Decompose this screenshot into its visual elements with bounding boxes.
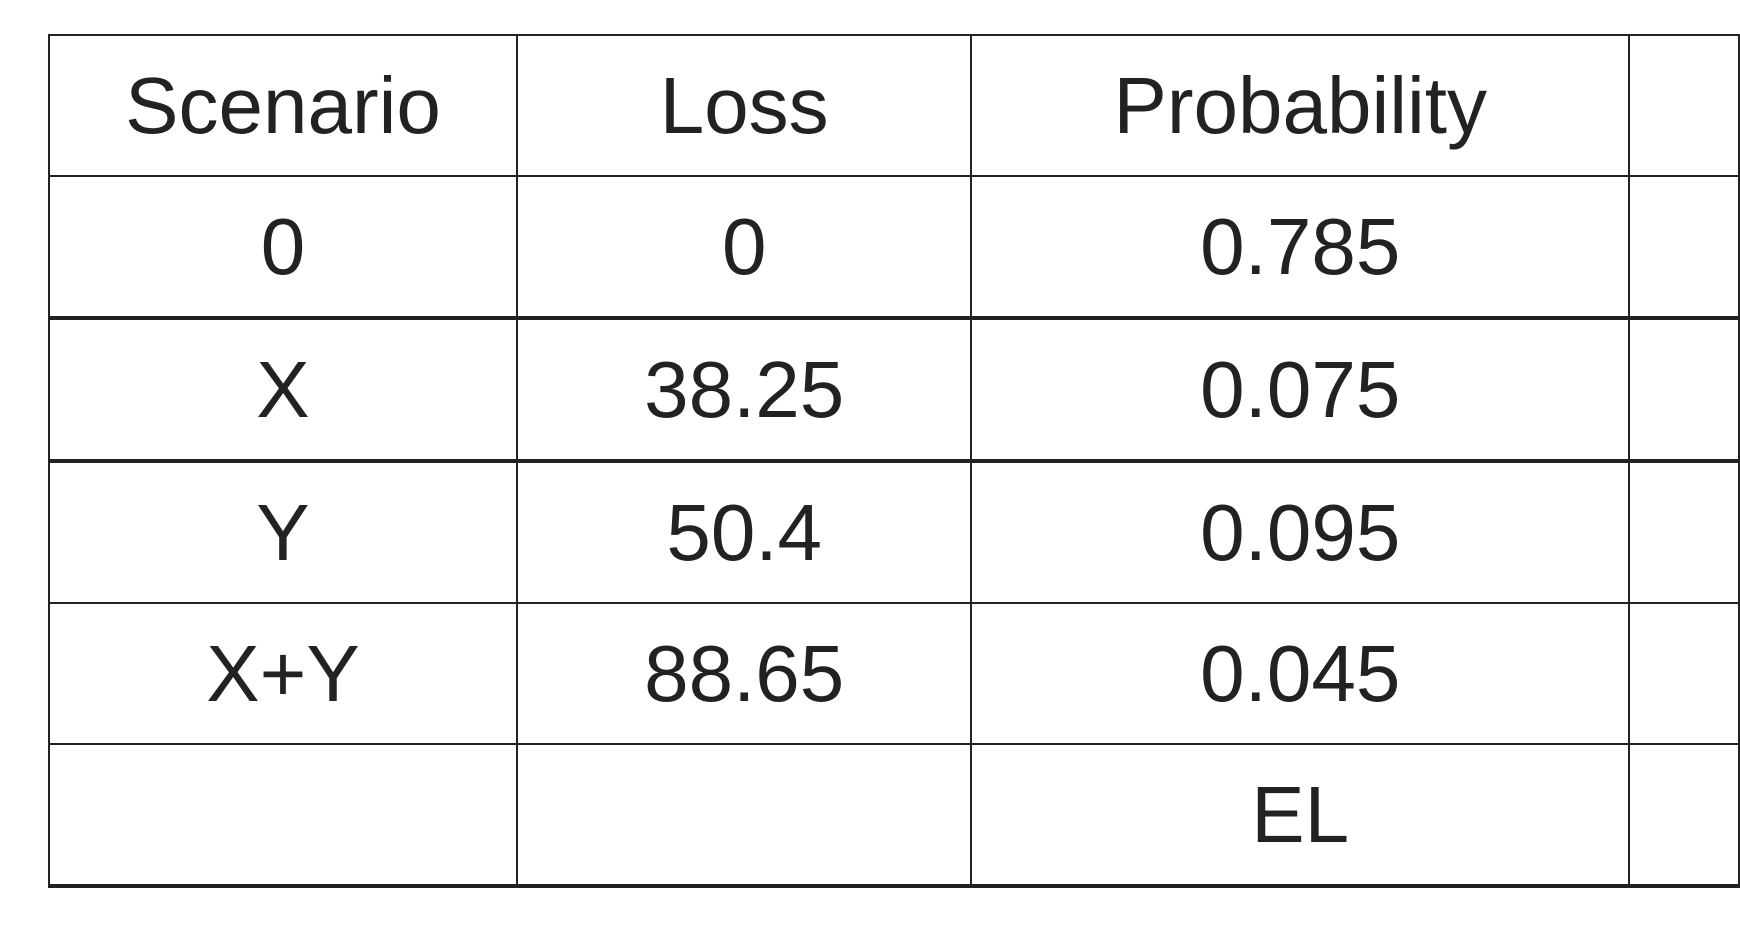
cell-probability: 0.045 [970, 602, 1631, 745]
cell-cut-off [1628, 459, 1740, 604]
cell-scenario: X [48, 316, 518, 462]
table-row: 0 0 0.785 [48, 175, 1740, 319]
table-header-row: Scenario Loss Probability [48, 34, 1740, 177]
scenario-loss-table-container: Scenario Loss Probability 0 0 0.785 X 38… [48, 34, 1740, 888]
cell-loss: 50.4 [515, 459, 973, 604]
header-loss: Loss [515, 34, 973, 177]
cell-scenario: Y [48, 459, 518, 604]
scenario-loss-table: Scenario Loss Probability 0 0 0.785 X 38… [48, 34, 1740, 888]
cell-cut-off [1628, 602, 1740, 745]
header-scenario: Scenario [48, 34, 518, 177]
cell-loss: 0 [515, 175, 973, 319]
cell-el-label: EL [970, 743, 1631, 888]
cell-loss [515, 743, 973, 888]
header-probability: Probability [970, 34, 1631, 177]
table-row: Y 50.4 0.095 [48, 459, 1740, 604]
cell-cut-off [1628, 316, 1740, 462]
table-row: X+Y 88.65 0.045 [48, 602, 1740, 745]
cell-loss: 38.25 [515, 316, 973, 462]
table-row: X 38.25 0.075 [48, 316, 1740, 462]
header-cut-off-column [1628, 34, 1740, 177]
cell-probability: 0.785 [970, 175, 1631, 319]
cell-scenario [48, 743, 518, 888]
cell-loss: 88.65 [515, 602, 973, 745]
cell-scenario: X+Y [48, 602, 518, 745]
cell-cut-off [1628, 175, 1740, 319]
cell-probability: 0.095 [970, 459, 1631, 604]
cell-scenario: 0 [48, 175, 518, 319]
cell-cut-off [1628, 743, 1740, 888]
cell-probability: 0.075 [970, 316, 1631, 462]
table-row-expected-loss: EL [48, 743, 1740, 888]
